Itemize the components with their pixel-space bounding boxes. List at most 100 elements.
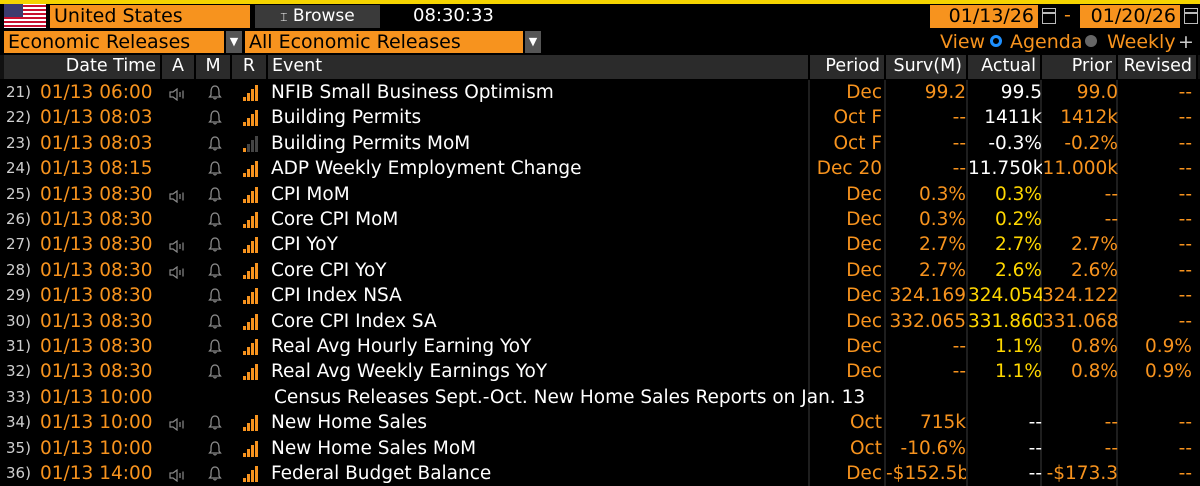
country-field[interactable]: United States xyxy=(50,5,250,28)
row-survey: 0.3% xyxy=(919,209,966,230)
row-number: 26) xyxy=(6,210,31,228)
col-revised[interactable]: Revised xyxy=(1118,55,1198,79)
bell-icon[interactable] xyxy=(208,364,222,379)
add-icon[interactable]: + xyxy=(1178,31,1194,53)
row-revised: 0.9% xyxy=(1145,361,1192,383)
row-actual: 1.1% xyxy=(995,336,1042,357)
col-actual[interactable]: Actual xyxy=(968,55,1042,79)
chevron-down-icon[interactable]: ▼ xyxy=(525,31,541,53)
bell-icon[interactable] xyxy=(208,237,222,252)
col-a[interactable]: A xyxy=(162,55,196,79)
row-survey: 715k xyxy=(919,412,966,434)
bell-icon[interactable] xyxy=(208,415,222,430)
col-datetime[interactable]: Date Time xyxy=(4,55,162,79)
row-prior: 324.122 xyxy=(1042,285,1118,307)
bell-icon[interactable] xyxy=(208,161,222,176)
table-row[interactable]: 31) 01/13 08:30 Real Avg Hourly Earning Yo… xyxy=(0,334,1200,359)
col-r[interactable]: R xyxy=(232,55,268,79)
row-revised: -- xyxy=(1178,310,1192,332)
table-row[interactable]: 30) 01/13 08:30 Core CPI Index SA Dec 332.06… xyxy=(0,309,1200,334)
col-prior[interactable]: Prior xyxy=(1042,55,1118,79)
start-date-field[interactable]: 01/13/26 xyxy=(930,5,1038,28)
bell-icon[interactable] xyxy=(208,440,222,456)
table-row[interactable]: 27) 01/13 08:30 CPI YoY Dec 2.7% 2.7% 2.7% -- xyxy=(0,232,1200,257)
bell-icon[interactable] xyxy=(208,212,222,227)
row-number: 36) xyxy=(6,464,31,482)
row-actual: 2.6% xyxy=(995,259,1042,281)
table-row[interactable]: 34) 01/13 10:00 New Home Sales Oct 715k -- -- -… xyxy=(0,410,1200,435)
bell-icon[interactable] xyxy=(208,288,222,303)
row-event: Real Avg Hourly Earning YoY xyxy=(271,336,532,357)
bell-icon[interactable] xyxy=(208,466,222,481)
category-dropdown[interactable]: Economic Releases xyxy=(4,31,224,53)
row-revised: 0.9% xyxy=(1145,336,1192,357)
row-actual: 324.054 xyxy=(968,285,1042,307)
row-event: Core CPI Index SA xyxy=(271,310,437,332)
table-row[interactable]: 28) 01/13 08:30 Core CPI YoY Dec 2.7% 2.6% 2.6… xyxy=(0,258,1200,283)
relevance-bars-icon xyxy=(243,236,259,254)
agenda-radio[interactable] xyxy=(990,35,1002,47)
table-row[interactable]: 29) 01/13 08:30 CPI Index NSA Dec 324.169 324… xyxy=(0,283,1200,308)
row-number: 25) xyxy=(6,184,31,203)
row-period: Dec xyxy=(846,209,882,230)
row-survey: 2.7% xyxy=(919,234,966,256)
table-row[interactable]: 24) 01/13 08:15 ADP Weekly Employment Chan… xyxy=(0,156,1200,181)
table-row[interactable]: 21) 01/13 06:00 NFIB Small Business Optimi… xyxy=(0,80,1200,105)
bell-icon[interactable] xyxy=(208,186,222,202)
speaker-icon[interactable] xyxy=(169,467,187,483)
row-period: Dec xyxy=(846,361,882,383)
row-prior: 0.8% xyxy=(1071,361,1118,383)
browse-label: Browse xyxy=(292,6,355,26)
table-row[interactable]: 36) 01/13 14:00 Federal Budget Balance Dec -… xyxy=(0,461,1200,486)
table-row[interactable]: 32) 01/13 08:30 Real Avg Weekly Earnings Y… xyxy=(0,359,1200,384)
row-number: 35) xyxy=(6,438,31,457)
row-actual: 2.7% xyxy=(995,234,1042,256)
weekly-label[interactable]: Weekly xyxy=(1107,31,1176,53)
agenda-label[interactable]: Agenda xyxy=(1010,31,1083,53)
col-event[interactable]: Event xyxy=(268,55,810,79)
table-row[interactable]: 22) 01/13 08:03 Building Permits Oct F -- 141… xyxy=(0,105,1200,130)
speaker-icon[interactable] xyxy=(169,238,187,254)
row-datetime: 01/13 08:30 xyxy=(40,209,153,230)
bell-icon[interactable] xyxy=(208,110,222,125)
bell-icon[interactable] xyxy=(208,263,222,278)
row-number: 31) xyxy=(6,337,31,355)
table-row[interactable]: 25) 01/13 08:30 CPI MoM Dec 0.3% 0.3% -- -- xyxy=(0,182,1200,207)
relevance-bars-icon xyxy=(243,465,259,482)
row-event: Real Avg Weekly Earnings YoY xyxy=(271,361,548,383)
row-datetime: 01/13 08:30 xyxy=(40,336,153,357)
row-number: 33) xyxy=(6,387,31,406)
calendar-icon[interactable] xyxy=(1042,8,1056,24)
bell-icon[interactable] xyxy=(208,339,222,354)
row-revised: -- xyxy=(1178,437,1192,459)
col-period[interactable]: Period xyxy=(810,55,886,79)
weekly-radio[interactable] xyxy=(1085,35,1097,47)
speaker-icon[interactable] xyxy=(169,264,187,279)
bell-icon[interactable] xyxy=(208,313,222,329)
row-prior: -$173.3 xyxy=(1046,463,1118,484)
browse-button[interactable]: ⌶ Browse xyxy=(255,5,380,28)
subcategory-dropdown[interactable]: All Economic Releases xyxy=(245,31,523,53)
bell-icon[interactable] xyxy=(208,85,222,100)
row-period: Oct xyxy=(850,437,882,459)
end-date-field[interactable]: 01/20/26 xyxy=(1080,5,1180,28)
speaker-icon[interactable] xyxy=(169,86,187,102)
row-survey: -$152.5b xyxy=(886,463,966,484)
table-row[interactable]: 35) 01/13 10:00 New Home Sales MoM Oct -10.6… xyxy=(0,436,1200,461)
row-event: CPI Index NSA xyxy=(271,285,402,307)
chevron-down-icon[interactable]: ▼ xyxy=(226,31,242,53)
speaker-icon[interactable] xyxy=(169,188,187,203)
calendar-icon[interactable] xyxy=(1184,8,1198,24)
column-divider xyxy=(1040,80,1042,486)
col-surv[interactable]: Surv(M) xyxy=(886,55,968,79)
bell-icon[interactable] xyxy=(208,136,222,151)
table-row[interactable]: 26) 01/13 08:30 Core CPI MoM Dec 0.3% 0.2% -- -… xyxy=(0,207,1200,232)
table-row[interactable]: 23) 01/13 08:03 Building Permits MoM Oct F -… xyxy=(0,131,1200,156)
col-m[interactable]: M xyxy=(196,55,232,79)
row-event: Core CPI YoY xyxy=(271,259,387,281)
relevance-bars-icon xyxy=(243,338,259,355)
speaker-icon[interactable] xyxy=(169,416,187,432)
row-revised: -- xyxy=(1178,158,1192,180)
table-row[interactable]: 33) 01/13 10:00 Census Releases Sept.-Oct.… xyxy=(0,385,1200,410)
row-datetime: 01/13 10:00 xyxy=(40,437,153,459)
